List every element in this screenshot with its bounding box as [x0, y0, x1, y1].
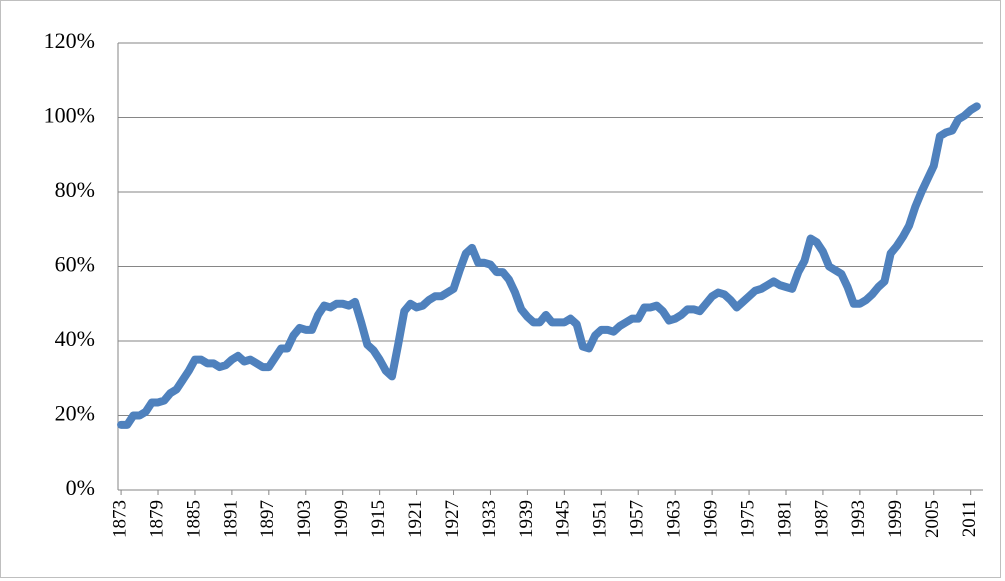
- y-tick-label: 100%: [44, 103, 95, 128]
- x-tick-label: 1909: [331, 500, 352, 538]
- x-tick-label: 1879: [146, 500, 167, 538]
- y-tick-label: 120%: [44, 28, 95, 53]
- x-tick-label: 1903: [294, 500, 315, 538]
- x-tick-label: 1891: [220, 500, 241, 538]
- y-tick-label: 0%: [66, 475, 95, 500]
- y-tick-label: 20%: [55, 401, 95, 426]
- x-tick-label: 1939: [516, 500, 537, 538]
- x-tick-label: 1993: [848, 500, 869, 538]
- x-tick-label: 1987: [811, 500, 832, 538]
- x-tick-label: 1933: [479, 500, 500, 538]
- y-tick-label: 40%: [55, 326, 95, 351]
- x-tick-label: 1945: [553, 500, 574, 538]
- x-tick-label: 1969: [700, 500, 721, 538]
- x-tick-label: 1951: [590, 500, 611, 538]
- y-tick-label: 60%: [55, 252, 95, 277]
- x-tick-label: 1915: [368, 500, 389, 538]
- x-tick-label: 1897: [257, 500, 278, 538]
- x-tick-label: 1999: [885, 500, 906, 538]
- data-line: [117, 102, 981, 429]
- y-tick-label: 80%: [55, 177, 95, 202]
- x-tick-label: 1963: [664, 500, 685, 538]
- x-tick-label: 2011: [959, 500, 980, 537]
- x-tick-label: 1885: [183, 500, 204, 538]
- x-tick-label: 1975: [737, 500, 758, 538]
- x-tick-label: 1927: [442, 500, 463, 538]
- x-tick-label: 2005: [922, 500, 943, 538]
- x-tick-label: 1957: [627, 500, 648, 538]
- x-tick-label: 1981: [774, 500, 795, 538]
- x-tick-label: 1873: [109, 500, 130, 538]
- x-tick-label: 1921: [405, 500, 426, 538]
